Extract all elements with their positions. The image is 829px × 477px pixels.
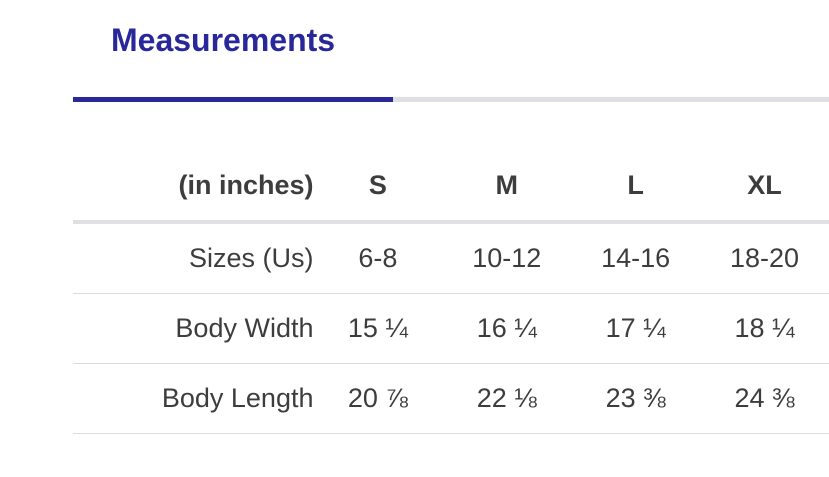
header-xl: XL [700,151,829,224]
cell: 24 ⅜ [700,363,829,434]
cell: 18-20 [700,222,829,294]
table-header-row: (in inches) S M L XL [73,151,829,224]
header-unit: (in inches) [73,151,314,224]
row-label: Sizes (Us) [73,222,314,294]
tab-track [73,97,829,102]
table-row: Body Width 15 ¼ 16 ¼ 17 ¼ 18 ¼ [73,293,829,364]
header-s: S [313,151,443,224]
table-row: Body Length 20 ⅞ 22 ⅛ 23 ⅜ 24 ⅜ [73,363,829,434]
table-row: Sizes (Us) 6-8 10-12 14-16 18-20 [73,222,829,294]
tab-measurements[interactable]: Measurements [111,22,336,58]
cell: 18 ¼ [700,293,829,364]
header-l: L [571,151,701,224]
cell: 6-8 [313,222,443,294]
cell: 10-12 [442,222,572,294]
cell: 15 ¼ [313,293,443,364]
header-m: M [442,151,572,224]
row-label: Body Length [73,363,314,434]
cell: 22 ⅛ [442,363,572,434]
tab-active-indicator [73,97,393,102]
cell: 16 ¼ [442,293,572,364]
measurements-table: (in inches) S M L XL Sizes (Us) 6-8 10-1… [73,151,829,434]
cell: 23 ⅜ [571,363,701,434]
cell: 14-16 [571,222,701,294]
cell: 20 ⅞ [313,363,443,434]
row-label: Body Width [73,293,314,364]
cell: 17 ¼ [571,293,701,364]
